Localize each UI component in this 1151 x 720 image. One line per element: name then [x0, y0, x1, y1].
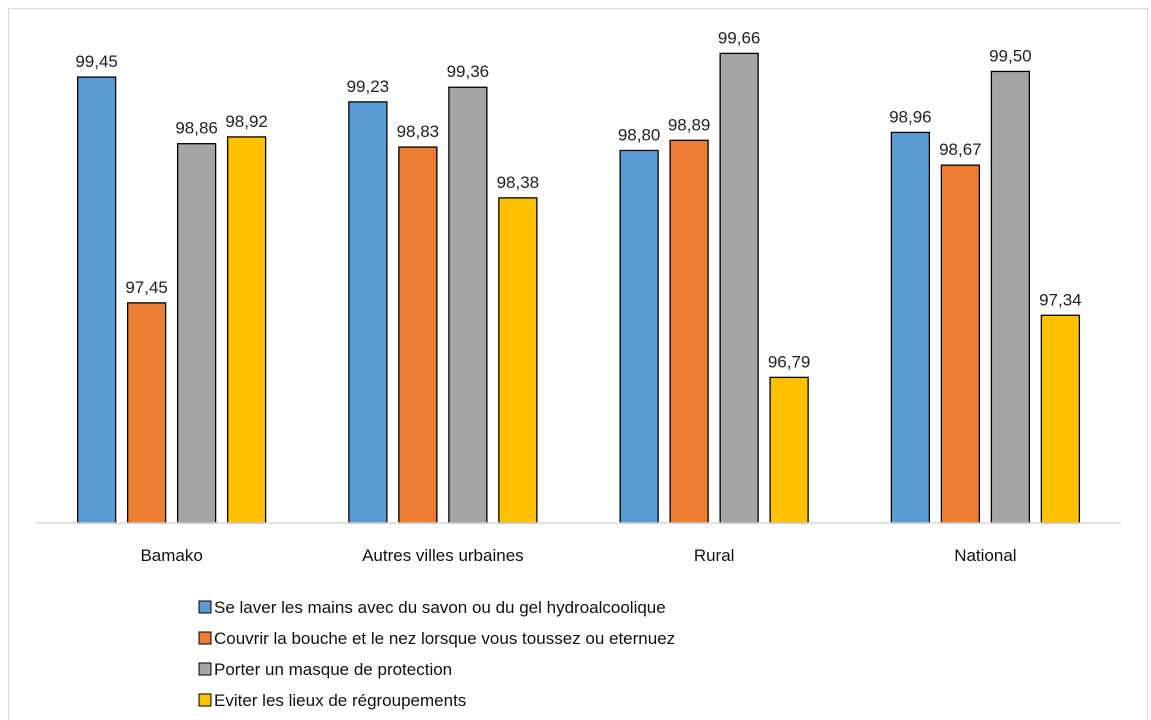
bar-4-4: [1040, 314, 1081, 524]
legend: Se laver les mains avec du savon ou du g…: [198, 598, 675, 710]
bar-2-2: [398, 146, 438, 524]
bar-1-1: [76, 76, 117, 524]
category-label-3: Rural: [694, 546, 735, 565]
legend-swatch-2: [198, 631, 212, 645]
data-label-3-4: 96,79: [768, 352, 811, 371]
data-label-1-4: 98,92: [225, 112, 268, 131]
bar-3-1: [619, 149, 659, 524]
legend-label-2: Couvrir la bouche et le nez lorsque vous…: [214, 629, 675, 648]
data-label-3-3: 99,66: [718, 28, 761, 47]
bar-2-3: [448, 86, 488, 524]
legend-label-1: Se laver les mains avec du savon ou du g…: [214, 598, 666, 617]
data-label-4-4: 97,34: [1039, 290, 1082, 309]
bar-1-4: [226, 136, 267, 524]
bar-3-3: [719, 52, 759, 524]
legend-swatch-4: [198, 693, 212, 707]
data-label-2-1: 99,23: [347, 77, 390, 96]
data-label-4-1: 98,96: [889, 107, 932, 126]
category-label-1: Bamako: [140, 546, 202, 565]
data-label-1-1: 99,45: [75, 52, 118, 71]
bar-4-1: [890, 131, 931, 524]
bar-4-3: [990, 70, 1031, 524]
data-label-1-3: 98,86: [175, 119, 218, 138]
data-label-3-2: 98,89: [668, 115, 711, 134]
data-label-4-3: 99,50: [989, 46, 1032, 65]
data-labels-group: 99,45 97,45 98,86 98,92 99,23 98,83 99,36 98,38…: [75, 28, 1081, 371]
legend-swatch-1: [198, 600, 212, 614]
legend-swatch-3: [198, 662, 212, 676]
legend-label-4: Eviter les lieux de régroupements: [214, 691, 466, 710]
data-label-4-2: 98,67: [939, 140, 982, 159]
bar-2-4: [498, 197, 538, 524]
category-label-4: National: [954, 546, 1016, 565]
category-labels-group: Bamako Autres villes urbaines Rural Nationa…: [140, 546, 1016, 565]
legend-label-3: Porter un masque de protection: [214, 660, 452, 679]
bar-2-1: [348, 101, 388, 524]
bar-1-3: [176, 143, 217, 524]
bar-1-2: [126, 302, 167, 524]
data-label-2-3: 99,36: [447, 62, 490, 81]
data-label-1-2: 97,45: [125, 278, 168, 297]
bars-group: [76, 52, 1081, 524]
bar-3-2: [669, 139, 709, 524]
category-label-2: Autres villes urbaines: [362, 546, 524, 565]
data-label-3-1: 98,80: [618, 125, 661, 144]
chart-frame: [8, 8, 1148, 720]
data-label-2-2: 98,83: [397, 122, 440, 141]
bar-3-4: [769, 376, 809, 524]
bar-4-2: [940, 164, 981, 524]
data-label-2-4: 98,38: [497, 173, 540, 192]
